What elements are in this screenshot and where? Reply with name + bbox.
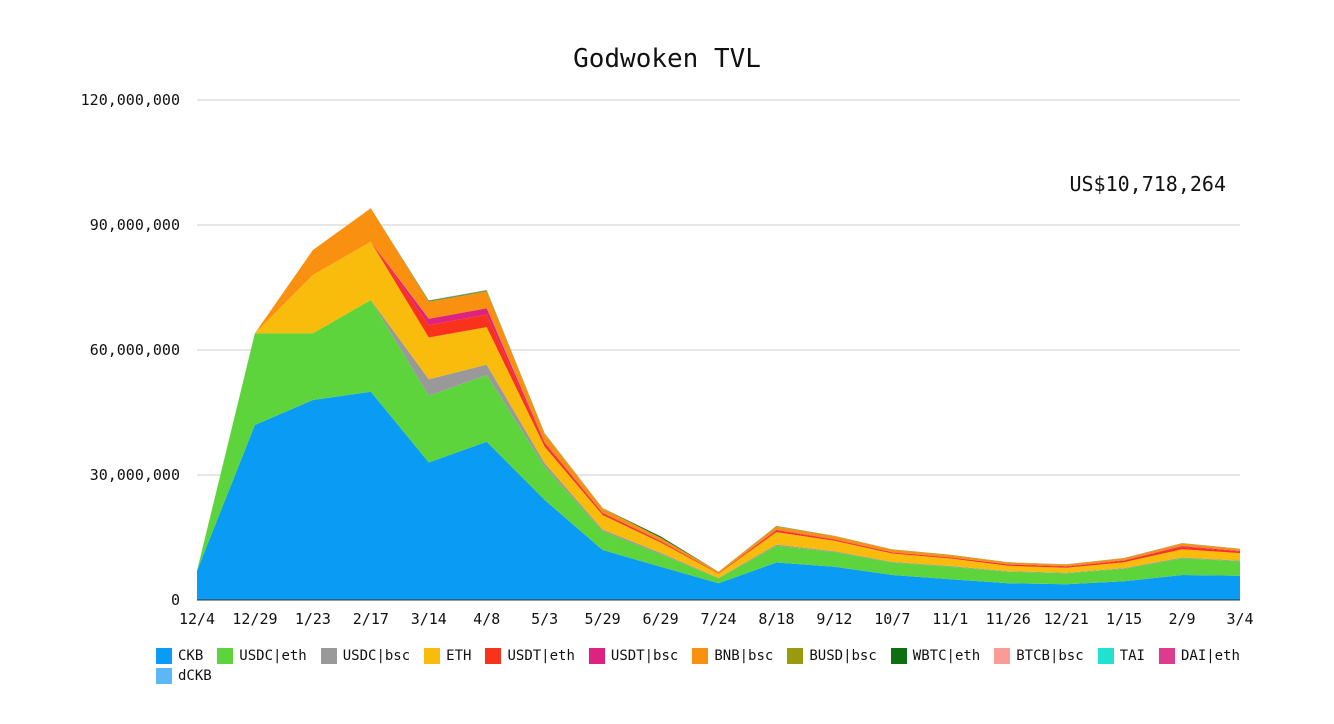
legend-swatch-busd-bsc bbox=[787, 648, 804, 664]
chart-title: Godwoken TVL bbox=[573, 44, 761, 74]
legend-item-busd-bsc[interactable]: BUSD|bsc bbox=[787, 648, 877, 664]
legend-swatch-usdc-bsc bbox=[320, 648, 337, 664]
legend-label-eth: ETH bbox=[446, 648, 472, 664]
series-area-ckb bbox=[197, 391, 1240, 600]
legend-label-dai-eth: DAI|eth bbox=[1180, 648, 1240, 664]
y-tick-label-4: 120,000,000 bbox=[81, 91, 180, 109]
x-tick-label-0: 12/4 bbox=[179, 610, 215, 628]
x-tick-label-8: 6/29 bbox=[642, 610, 678, 628]
x-tick-label-10: 8/18 bbox=[758, 610, 794, 628]
legend-item-usdt-bsc[interactable]: USDT|bsc bbox=[588, 648, 679, 664]
x-tick-label-16: 1/15 bbox=[1106, 610, 1142, 628]
legend-label-bnb-bsc: BNB|bsc bbox=[714, 648, 774, 664]
legend-swatch-eth bbox=[424, 648, 441, 664]
legend-item-usdc-bsc[interactable]: USDC|bsc bbox=[320, 648, 411, 664]
legend-swatch-tai bbox=[1097, 648, 1114, 664]
x-tick-label-4: 3/14 bbox=[411, 610, 447, 628]
x-tick-label-6: 5/3 bbox=[531, 610, 558, 628]
legend-label-usdc-bsc: USDC|bsc bbox=[342, 648, 411, 664]
legend-label-busd-bsc: BUSD|bsc bbox=[809, 648, 877, 664]
legend-item-btcb-bsc[interactable]: BTCB|bsc bbox=[994, 648, 1084, 664]
legend-label-usdt-bsc: USDT|bsc bbox=[610, 648, 679, 664]
legend-swatch-usdc-eth bbox=[217, 648, 234, 664]
legend-item-usdc-eth[interactable]: USDC|eth bbox=[217, 648, 307, 664]
x-tick-label-18: 3/4 bbox=[1226, 610, 1253, 628]
legend-label-btcb-bsc: BTCB|bsc bbox=[1016, 648, 1084, 664]
x-tick-label-17: 2/9 bbox=[1169, 610, 1196, 628]
series-area-bnb-bsc bbox=[197, 208, 1240, 574]
legend-item-usdt-eth[interactable]: USDT|eth bbox=[485, 648, 575, 664]
legend-item-dckb[interactable]: dCKB bbox=[156, 668, 212, 684]
x-tick-label-12: 10/7 bbox=[874, 610, 910, 628]
legend-item-dai-eth[interactable]: DAI|eth bbox=[1158, 648, 1240, 664]
legend-item-bnb-bsc[interactable]: BNB|bsc bbox=[692, 648, 773, 664]
legend-label-usdc-eth: USDC|eth bbox=[239, 648, 307, 664]
legend-swatch-usdt-bsc bbox=[588, 648, 605, 664]
y-tick-label-3: 90,000,000 bbox=[90, 216, 180, 234]
legend-item-ckb[interactable]: CKB bbox=[156, 648, 203, 664]
x-tick-label-3: 2/17 bbox=[353, 610, 389, 628]
y-tick-label-2: 60,000,000 bbox=[90, 341, 180, 359]
chart-area: 0 30,000,000 60,000,000 90,000,000 120,000,0… bbox=[81, 91, 1254, 628]
legend-swatch-ckb bbox=[156, 648, 172, 664]
y-tick-label-1: 30,000,000 bbox=[90, 466, 180, 484]
legend-swatch-btcb-bsc bbox=[994, 648, 1011, 664]
legend-swatch-bnb-bsc bbox=[692, 648, 709, 664]
legend-swatch-dckb bbox=[156, 668, 172, 684]
x-tick-label-9: 7/24 bbox=[700, 610, 736, 628]
legend-label-wbtc-eth: WBTC|eth bbox=[912, 648, 981, 664]
chart-legend: CKB USDC|eth USDC|bsc ETH USDT|eth USDT|bsc BN… bbox=[156, 648, 1256, 688]
legend-label-tai: TAI bbox=[1119, 648, 1145, 664]
x-tick-label-1: 12/29 bbox=[232, 610, 277, 628]
x-tick-label-2: 1/23 bbox=[295, 610, 331, 628]
series-area-usdt-eth bbox=[197, 241, 1240, 574]
legend-label-usdt-eth: USDT|eth bbox=[507, 648, 575, 664]
x-tick-label-7: 5/29 bbox=[585, 610, 621, 628]
x-tick-label-5: 4/8 bbox=[473, 610, 500, 628]
x-tick-label-11: 9/12 bbox=[816, 610, 852, 628]
legend-item-eth[interactable]: ETH bbox=[424, 648, 471, 664]
legend-swatch-usdt-eth bbox=[485, 648, 502, 664]
x-tick-label-14: 11/26 bbox=[986, 610, 1031, 628]
y-tick-label-0: 0 bbox=[171, 591, 180, 609]
legend-swatch-wbtc-eth bbox=[890, 648, 907, 664]
legend-item-wbtc-eth[interactable]: WBTC|eth bbox=[890, 648, 981, 664]
legend-label-dckb: dCKB bbox=[178, 668, 212, 684]
x-tick-label-13: 11/1 bbox=[932, 610, 968, 628]
legend-item-tai[interactable]: TAI bbox=[1097, 648, 1145, 664]
total-value-annotation: US$10,718,264 bbox=[1069, 172, 1226, 196]
legend-swatch-dai-eth bbox=[1158, 648, 1175, 664]
x-tick-label-15: 12/21 bbox=[1044, 610, 1089, 628]
legend-label-ckb: CKB bbox=[178, 648, 204, 664]
